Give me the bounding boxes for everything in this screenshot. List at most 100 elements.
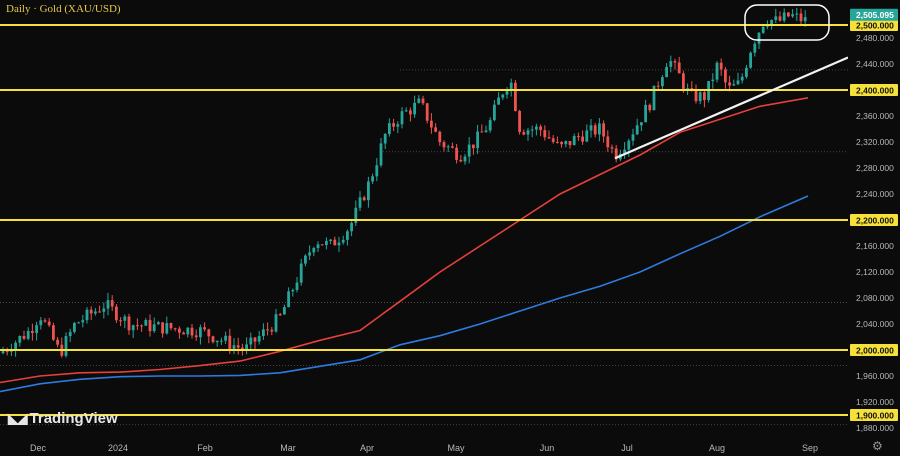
candle bbox=[598, 118, 601, 142]
candle bbox=[644, 99, 647, 123]
candle bbox=[119, 317, 122, 327]
candle bbox=[375, 158, 379, 182]
candle bbox=[451, 142, 454, 149]
candle bbox=[467, 137, 471, 164]
candle bbox=[367, 176, 370, 208]
candle bbox=[556, 136, 559, 144]
candle bbox=[526, 127, 530, 141]
candle bbox=[572, 133, 576, 146]
candle bbox=[249, 332, 253, 351]
y-tick-label: 1,960.000 bbox=[856, 371, 894, 381]
candle bbox=[761, 26, 765, 35]
candle bbox=[199, 324, 202, 345]
candle bbox=[85, 307, 89, 324]
level-label: 2,500.000 bbox=[856, 21, 894, 31]
candle bbox=[89, 306, 93, 321]
candle bbox=[610, 144, 614, 154]
candle bbox=[178, 326, 181, 339]
x-tick-label: Jun bbox=[540, 443, 555, 453]
candle bbox=[358, 191, 362, 211]
current-price-label: 2,505.095 bbox=[856, 10, 894, 20]
candle bbox=[463, 154, 467, 165]
settings-gear-icon[interactable]: ⚙ bbox=[872, 439, 883, 453]
candle bbox=[740, 73, 744, 84]
candle bbox=[371, 173, 374, 184]
candle bbox=[669, 55, 673, 73]
y-tick-label: 2,440.000 bbox=[856, 59, 894, 69]
candle bbox=[581, 130, 584, 145]
y-tick-label: 2,160.000 bbox=[856, 241, 894, 251]
candle bbox=[31, 323, 34, 341]
candle bbox=[43, 318, 47, 323]
y-tick-label: 2,320.000 bbox=[856, 137, 894, 147]
candle bbox=[211, 335, 215, 344]
candle bbox=[283, 304, 286, 315]
candle bbox=[362, 195, 366, 202]
candle bbox=[262, 323, 265, 340]
y-tick-label: 1,880.000 bbox=[856, 423, 894, 433]
candle bbox=[144, 317, 148, 326]
candle bbox=[274, 309, 278, 333]
candle bbox=[719, 58, 723, 76]
candle bbox=[476, 124, 479, 155]
candle bbox=[194, 329, 198, 341]
candle bbox=[47, 318, 51, 328]
x-tick-label: Dec bbox=[30, 443, 47, 453]
candle bbox=[106, 292, 110, 316]
candle bbox=[799, 8, 803, 26]
candle bbox=[333, 236, 337, 246]
candle bbox=[589, 119, 593, 138]
x-tick-label: Aug bbox=[709, 443, 725, 453]
candle bbox=[350, 221, 353, 237]
candle bbox=[459, 155, 463, 163]
candle bbox=[325, 237, 328, 250]
candle bbox=[224, 331, 227, 344]
y-tick-label: 2,480.000 bbox=[856, 33, 894, 43]
y-tick-label: 2,040.000 bbox=[856, 319, 894, 329]
moving-average-line bbox=[0, 195, 809, 393]
candle bbox=[102, 302, 106, 319]
candle bbox=[614, 145, 618, 163]
candle bbox=[270, 326, 274, 336]
candle bbox=[77, 321, 80, 324]
trendline-line bbox=[614, 56, 849, 160]
level-label: 2,400.000 bbox=[856, 86, 894, 96]
candle bbox=[220, 337, 223, 345]
candle bbox=[152, 317, 156, 333]
candle bbox=[64, 332, 68, 358]
candle bbox=[446, 144, 450, 152]
candle bbox=[312, 246, 316, 257]
candle bbox=[497, 92, 500, 105]
candle bbox=[522, 129, 526, 136]
candle bbox=[593, 122, 597, 138]
candle bbox=[157, 321, 160, 325]
candle bbox=[640, 122, 643, 132]
candle bbox=[304, 254, 307, 267]
candle bbox=[73, 321, 76, 334]
candle bbox=[5, 347, 9, 356]
candle bbox=[665, 63, 668, 78]
candle bbox=[409, 107, 412, 122]
candle bbox=[438, 130, 442, 146]
candle bbox=[518, 109, 521, 135]
candle bbox=[341, 235, 345, 245]
candle bbox=[677, 56, 681, 74]
candle bbox=[400, 107, 404, 129]
tradingview-logo: ◣◢ TradingView bbox=[8, 410, 118, 427]
candle bbox=[18, 335, 22, 347]
candle bbox=[329, 238, 332, 245]
moving-averages bbox=[0, 97, 809, 393]
candle bbox=[627, 138, 631, 158]
candle bbox=[81, 314, 85, 328]
candle bbox=[413, 95, 416, 118]
candle bbox=[791, 9, 794, 18]
level-label: 2,000.000 bbox=[856, 346, 894, 356]
candle bbox=[165, 316, 169, 335]
candle bbox=[795, 8, 799, 22]
candle bbox=[123, 314, 127, 329]
candle bbox=[782, 8, 786, 23]
tradingview-mark-icon: ◣◢ bbox=[8, 410, 27, 426]
candle bbox=[728, 75, 731, 92]
x-tick-label: Feb bbox=[197, 443, 213, 453]
